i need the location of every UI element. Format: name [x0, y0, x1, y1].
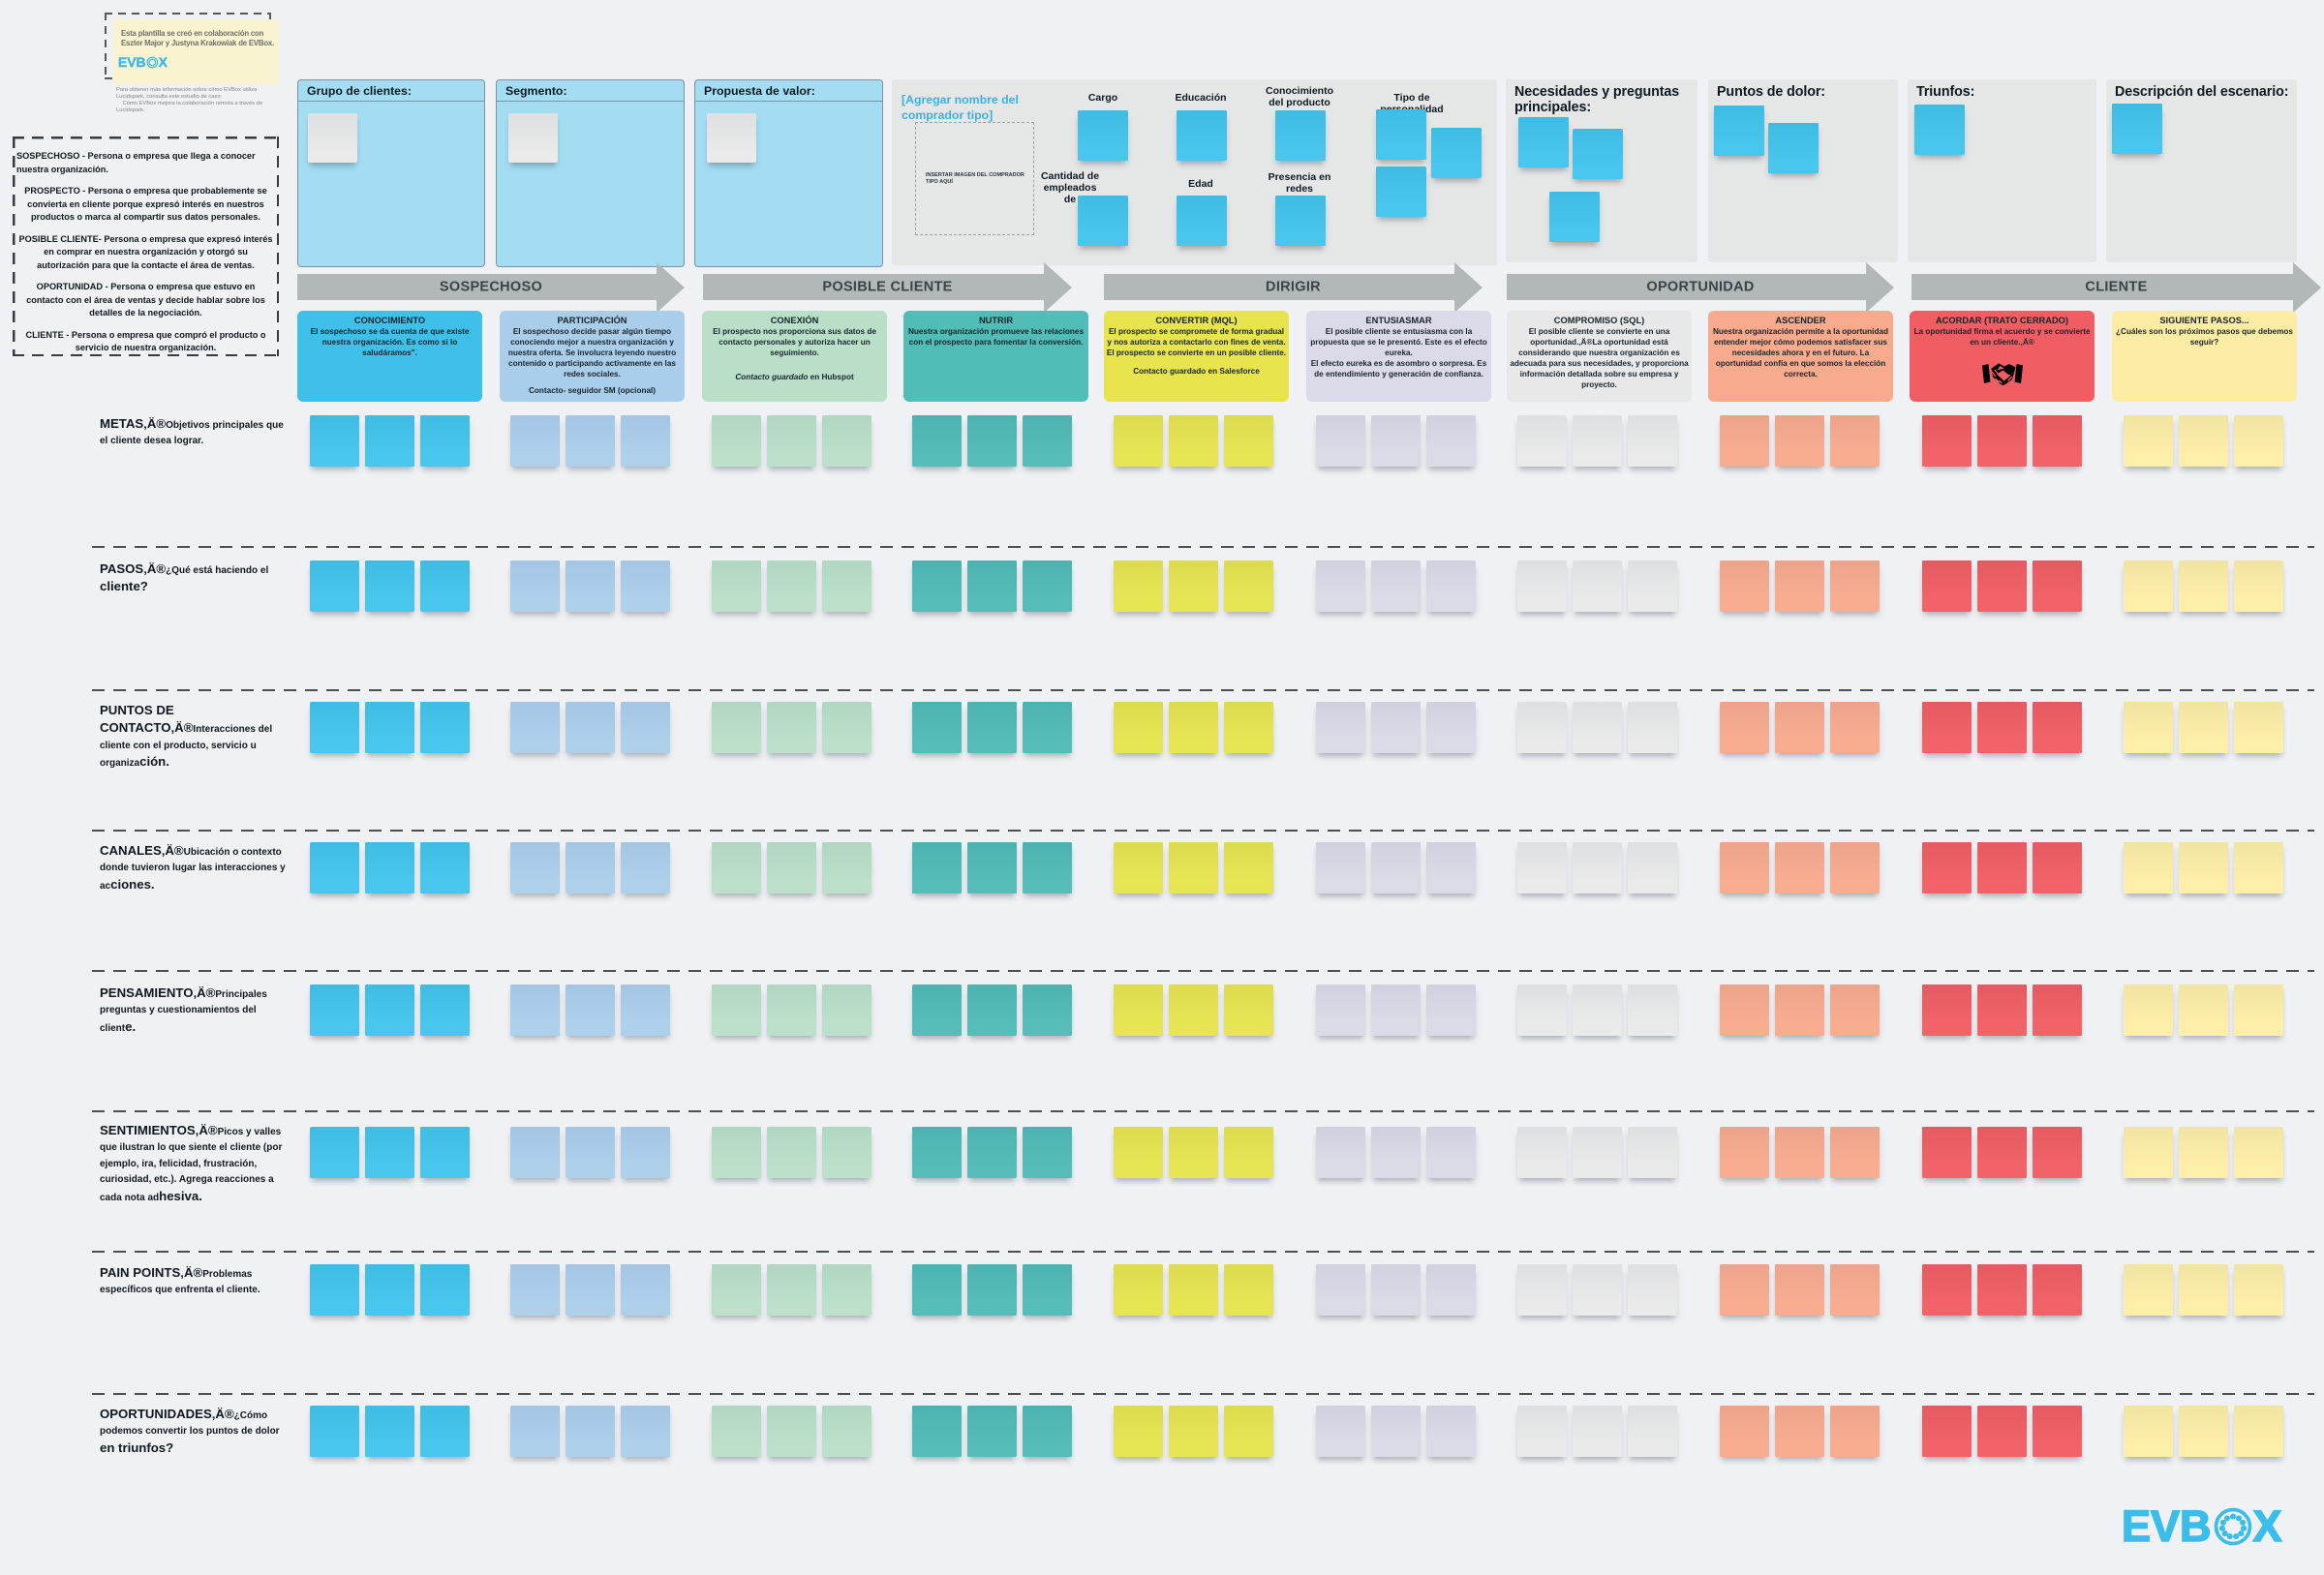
svg-text:EVB: EVB: [118, 56, 146, 69]
svg-text:X: X: [159, 56, 168, 69]
svg-text:EVB: EVB: [2122, 1506, 2212, 1546]
svg-text:X: X: [2253, 1506, 2282, 1546]
